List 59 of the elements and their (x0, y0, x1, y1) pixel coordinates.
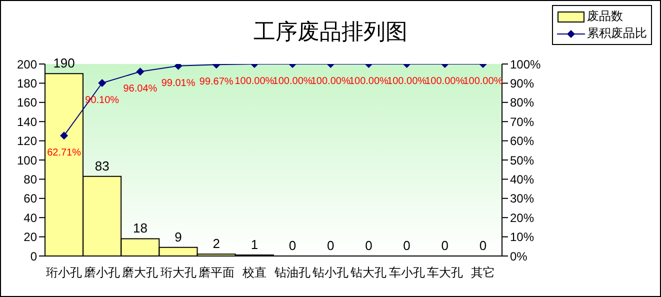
data-label: 96.04% (123, 84, 158, 95)
x-tick-label: 其它 (470, 266, 495, 280)
x-tick-label: 钻油孔 (274, 266, 311, 280)
data-label: 0 (479, 238, 487, 253)
x-tick-label: 磨小孔 (84, 266, 120, 280)
chart-title: 工序废品排列图 (254, 19, 408, 44)
y2-tick-label: 60% (510, 134, 534, 148)
data-label: 0 (288, 238, 296, 253)
data-label: 62.71% (47, 148, 82, 159)
data-label: 2 (212, 236, 220, 252)
data-label: 99.67% (199, 76, 234, 88)
legend-label: 废品数 (587, 8, 623, 25)
data-label: 0 (327, 238, 334, 253)
data-label: 100.00% (234, 76, 274, 87)
y2-tick-label: 10% (510, 230, 534, 244)
data-label: 100.00% (387, 76, 427, 87)
y-tick-label: 60 (24, 192, 38, 206)
y-tick-label: 200 (16, 57, 38, 72)
x-tick-label: 钻小孔 (312, 266, 349, 280)
y-tick-label: 40 (24, 210, 38, 225)
data-label: 0 (365, 238, 372, 253)
y-tick-label: 0 (30, 249, 38, 264)
data-label: 18 (132, 220, 148, 236)
data-label: 100.00% (348, 76, 389, 87)
data-label: 100.00% (310, 76, 350, 87)
x-tick-label: 校直 (241, 266, 266, 280)
x-tick-label: 车小孔 (388, 266, 425, 280)
y-tick-label: 140 (16, 114, 38, 129)
y-tick-label: 160 (16, 96, 38, 110)
x-tick-label: 磨平面 (198, 266, 234, 280)
data-label: 0 (403, 238, 410, 253)
data-label: 100.00% (272, 76, 312, 87)
x-tick-label: 珩小孔 (46, 266, 82, 280)
data-label: 0 (441, 238, 448, 253)
y-tick-label: 80 (24, 172, 38, 186)
y-tick-label: 180 (16, 76, 38, 90)
data-label: 99.01% (161, 78, 196, 89)
x-tick-label: 钻大孔 (350, 266, 387, 280)
y2-tick-label: 0% (510, 249, 528, 264)
x-tick-label: 磨大孔 (122, 266, 158, 280)
x-tick-label: 车大孔 (426, 266, 463, 280)
data-label: 1 (250, 237, 258, 252)
y-tick-label: 20 (24, 230, 38, 244)
y-tick-label: 120 (16, 134, 38, 148)
data-label: 190 (53, 56, 75, 71)
y2-tick-label: 50% (510, 153, 534, 168)
y2-tick-label: 20% (510, 210, 534, 225)
y2-tick-label: 40% (510, 172, 534, 186)
x-tick-label: 珩大孔 (160, 266, 196, 280)
y-tick-label: 100 (16, 153, 38, 168)
y2-tick-label: 30% (510, 192, 534, 206)
legend-label: 累积废品比 (587, 25, 647, 42)
data-label: 100.00% (425, 76, 465, 87)
y2-tick-label: 100% (510, 57, 542, 72)
y2-tick-label: 70% (510, 114, 534, 129)
y2-tick-label: 90% (510, 76, 534, 90)
data-label: 9 (174, 229, 182, 244)
y2-tick-label: 80% (510, 96, 534, 110)
data-label: 83 (94, 158, 110, 174)
